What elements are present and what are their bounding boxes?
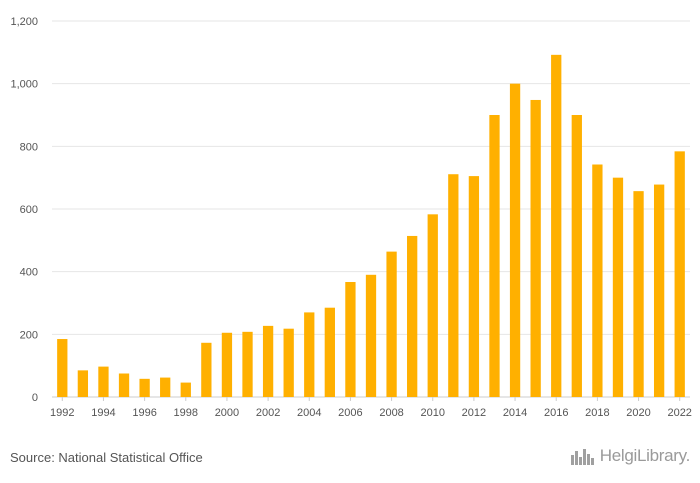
- source-note: Source: National Statistical Office: [10, 450, 203, 465]
- x-tick-label: 1992: [50, 407, 74, 419]
- bar-2008: [386, 251, 397, 397]
- y-tick-label: 1,000: [10, 79, 38, 91]
- bar-2020: [633, 191, 644, 397]
- bars: [57, 54, 685, 398]
- bar-1995: [118, 373, 130, 397]
- bar-1994: [98, 366, 109, 397]
- x-tick-label: 1994: [91, 407, 115, 419]
- x-tick-label: 2016: [544, 407, 568, 419]
- bar-2004: [304, 312, 315, 397]
- bar-2013: [489, 115, 500, 397]
- bar-2002: [262, 325, 274, 397]
- bar-1999: [201, 342, 212, 397]
- x-axis: 1992 1994 1996 1998 2000 2002 2004 2006 2008 2010…: [50, 397, 692, 419]
- x-tick-label: 2002: [256, 407, 280, 419]
- x-tick-label: 2018: [585, 407, 609, 419]
- bar-2005: [324, 307, 335, 397]
- bar-1993: [77, 370, 89, 397]
- x-tick-label: 2006: [338, 407, 362, 419]
- y-axis: 0 200 400 600 800 1,000 1,200: [10, 16, 38, 404]
- bar-2012: [468, 176, 480, 397]
- x-tick-label: 1998: [174, 407, 198, 419]
- bar-2016: [551, 54, 562, 398]
- y-tick-label: 0: [32, 392, 38, 404]
- city-skyline-icon: [570, 449, 594, 465]
- bar-2015: [530, 99, 541, 398]
- x-tick-label: 2010: [420, 407, 444, 419]
- helgi-library-logo: HelgiLibrary.: [570, 446, 690, 466]
- x-tick-label: 2008: [379, 407, 403, 419]
- bar-2019: [612, 177, 624, 397]
- x-tick-label: 2022: [667, 407, 691, 419]
- y-tick-label: 1,200: [10, 16, 38, 28]
- bar-chart: 0 200 400 600 800 1,000 1,200 1992 1994 1996 1998…: [10, 16, 692, 419]
- logo-text: HelgiLibrary.: [599, 446, 691, 465]
- bar-2014: [509, 83, 521, 398]
- x-tick-label: 2020: [626, 407, 650, 419]
- footer: Source: National Statistical Office Helg…: [0, 440, 700, 483]
- bar-2017: [571, 115, 582, 397]
- x-tick-label: 2014: [503, 407, 527, 419]
- y-tick-label: 800: [20, 141, 38, 153]
- y-tick-label: 600: [20, 204, 38, 216]
- x-tick-label: 2012: [462, 407, 486, 419]
- x-tick-label: 2004: [297, 407, 321, 419]
- bar-2007: [365, 274, 377, 397]
- bar-2009: [407, 235, 418, 397]
- y-tick-label: 200: [20, 329, 38, 341]
- x-tick-label: 1996: [132, 407, 156, 419]
- y-tick-label: 400: [20, 267, 38, 279]
- bar-1996: [139, 378, 150, 397]
- bar-2006: [345, 282, 356, 397]
- bar-2003: [283, 328, 294, 397]
- bar-2011: [448, 174, 459, 397]
- bar-1992: [57, 339, 68, 397]
- bar-1998: [180, 382, 191, 397]
- bar-1997: [160, 377, 171, 397]
- bar-2000: [221, 332, 233, 397]
- bar-2018: [592, 164, 603, 397]
- bar-2021: [653, 184, 665, 397]
- bar-2001: [242, 331, 253, 397]
- gridlines: [52, 20, 690, 398]
- bar-2010: [427, 214, 438, 397]
- x-tick-label: 2000: [215, 407, 239, 419]
- bar-2022: [674, 151, 685, 397]
